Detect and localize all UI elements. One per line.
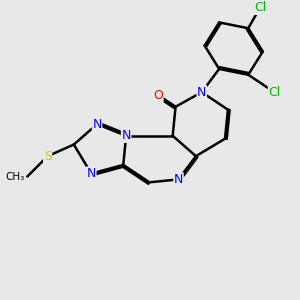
Text: S: S: [44, 150, 52, 163]
Text: N: N: [87, 167, 96, 180]
Text: N: N: [197, 86, 206, 99]
Text: N: N: [122, 129, 131, 142]
Text: Cl: Cl: [268, 86, 280, 99]
Text: Cl: Cl: [254, 2, 266, 14]
Text: CH₃: CH₃: [5, 172, 24, 182]
Text: N: N: [174, 173, 183, 186]
Text: N: N: [92, 118, 102, 131]
Text: O: O: [153, 88, 163, 102]
